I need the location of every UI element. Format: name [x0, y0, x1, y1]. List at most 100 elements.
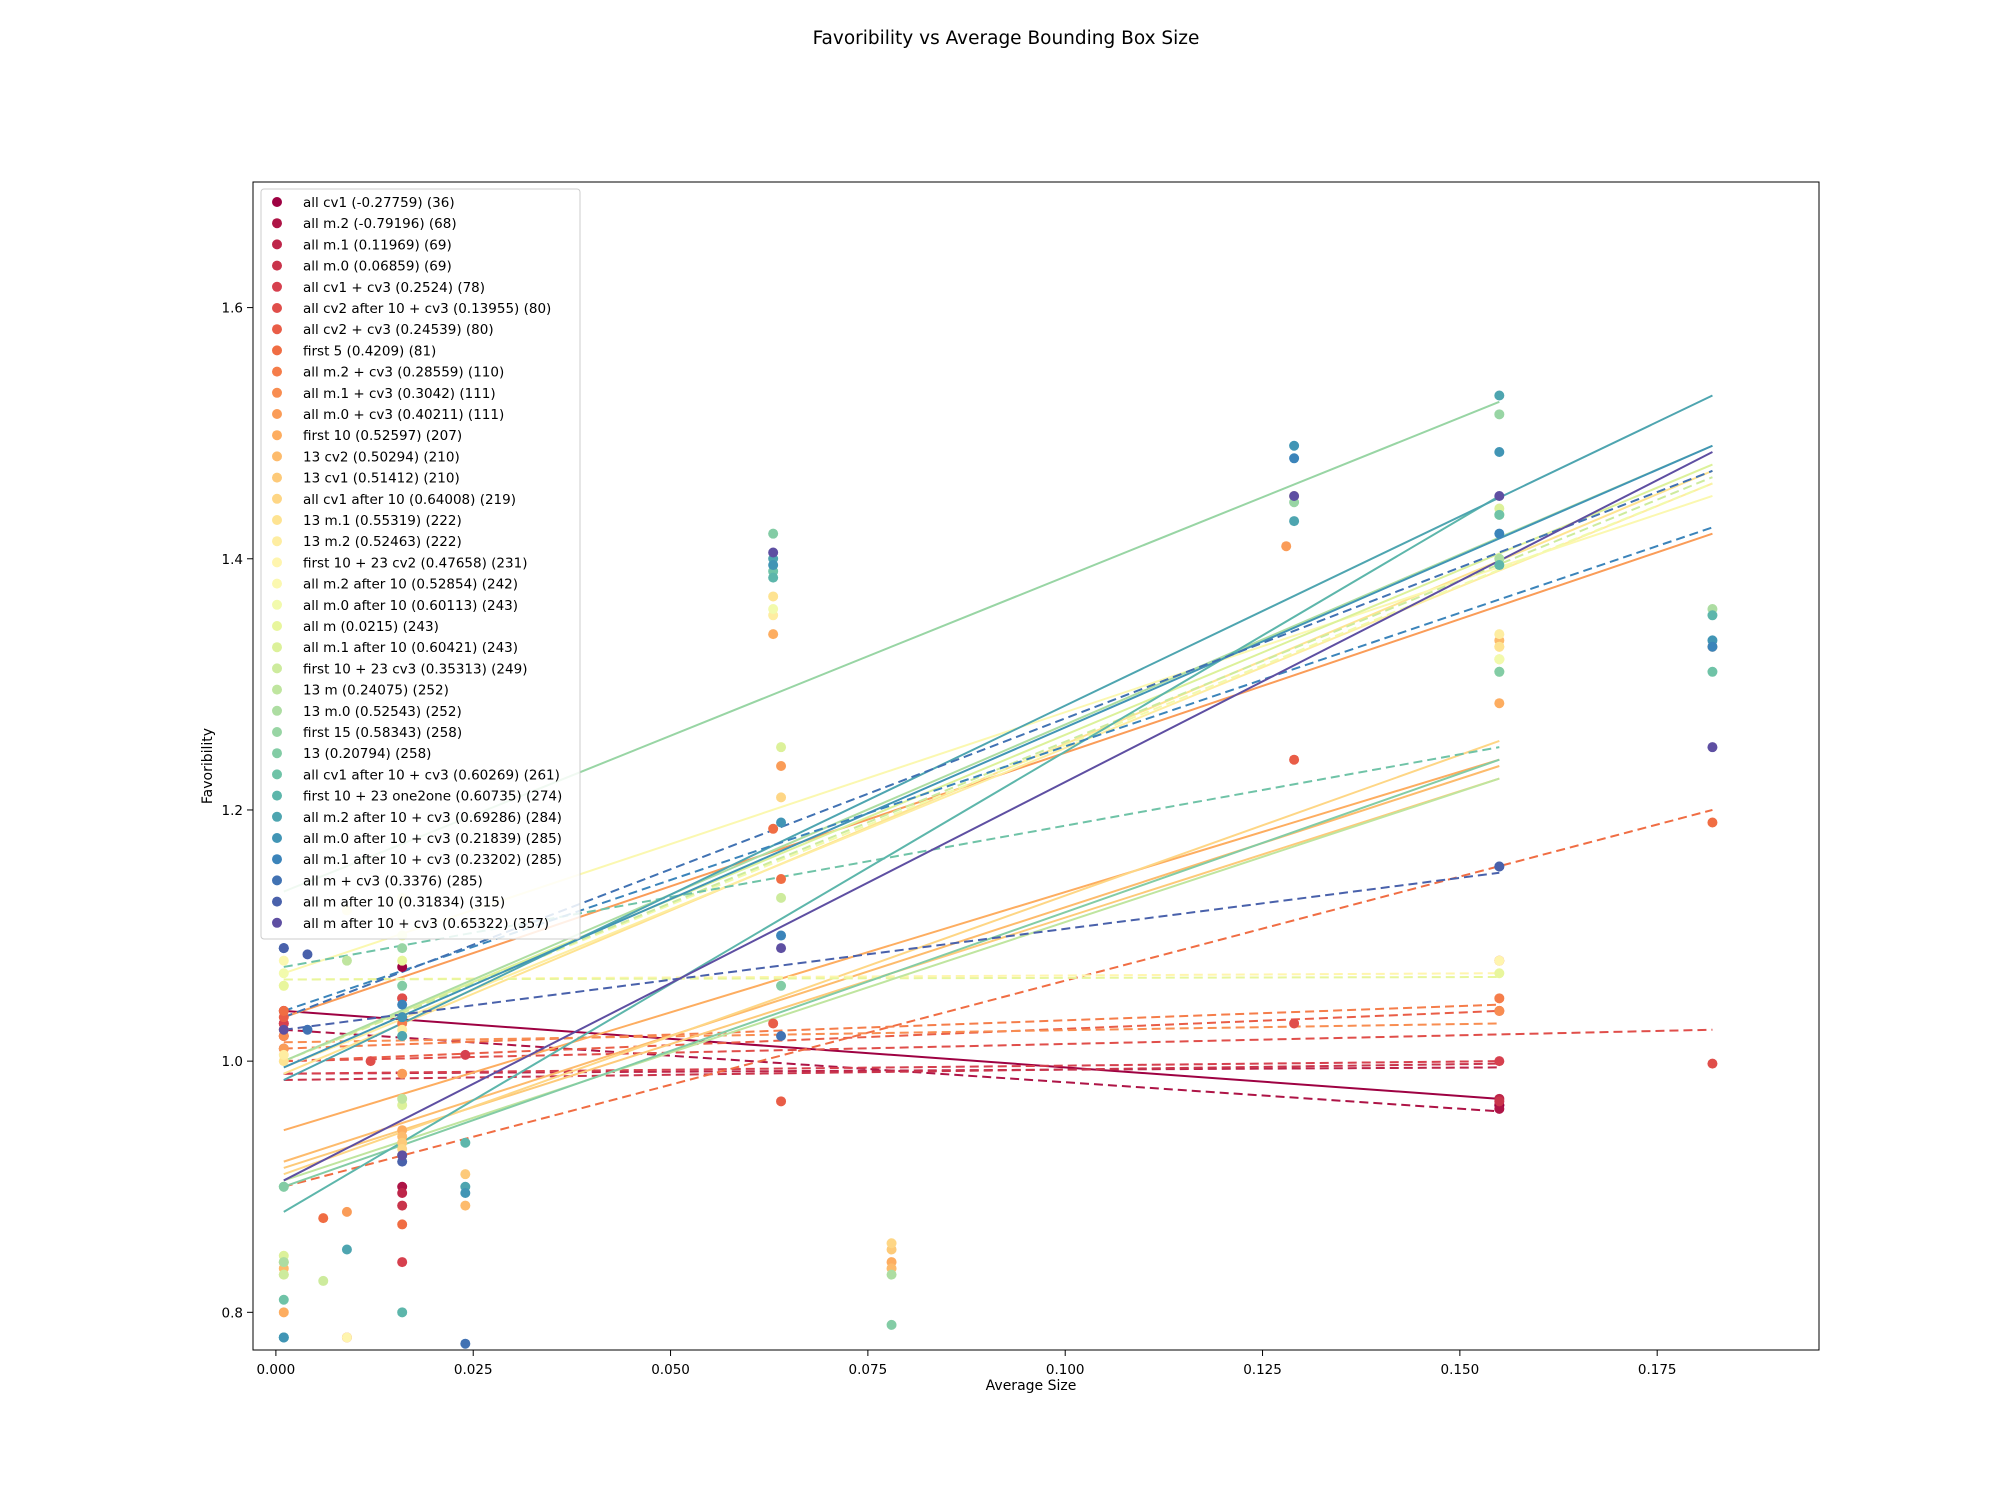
y-tick-label: 1.6: [222, 301, 243, 317]
legend-entry-label: all cv2 after 10 + cv3 (0.13955) (80): [303, 301, 551, 317]
scatter-point: [341, 1206, 352, 1217]
legend-marker: [272, 239, 282, 250]
scatter-point: [1707, 610, 1718, 621]
y-tick-label: 1.4: [222, 552, 243, 568]
fit-line-series-29: [283, 394, 1713, 1081]
fit-line-series-16: [283, 482, 1713, 1069]
legend-entry-label: 13 m (0.24075) (252): [303, 683, 449, 699]
legend-entry-label: 13 cv2 (0.50294) (210): [303, 449, 460, 465]
legend-entry-label: all m.0 after 10 + cv3 (0.21839) (285): [303, 831, 562, 847]
scatter-point: [278, 1005, 289, 1016]
legend-entry-label: all cv1 + cv3 (0.2524) (78): [303, 280, 485, 296]
legend-entry-label: first 10 (0.52597) (207): [303, 428, 462, 444]
scatter-point: [776, 761, 787, 771]
fit-line-series-27: [283, 746, 1500, 968]
fit-line-series-0: [283, 1009, 1500, 1100]
scatter-point: [397, 943, 408, 954]
scatter-point: [397, 1307, 408, 1318]
legend-marker: [272, 345, 282, 356]
legend-entry-label: all m.1 (0.11969) (69): [303, 237, 452, 253]
scatter-point: [776, 874, 787, 885]
legend-entry-label: all m after 10 (0.31834) (315): [303, 895, 505, 911]
scatter-point: [1494, 409, 1505, 420]
legend-marker: [272, 621, 282, 631]
legend-marker: [272, 536, 282, 547]
scatter-point: [397, 999, 408, 1010]
legend-marker: [272, 896, 282, 907]
legend-entry-label: first 10 + 23 cv2 (0.47658) (231): [303, 555, 527, 571]
legend-entry-label: 13 m.1 (0.55319) (222): [303, 513, 462, 529]
legend-marker: [272, 684, 282, 695]
scatter-point: [768, 629, 779, 640]
scatter-point: [1494, 1103, 1505, 1114]
legend-entry-label: all m.2 after 10 + cv3 (0.69286) (284): [303, 810, 562, 826]
legend-marker: [272, 875, 282, 886]
scatter-point: [278, 1307, 289, 1318]
y-tick-label: 1.0: [222, 1054, 243, 1070]
scatter-point: [768, 604, 779, 615]
scatter-point: [278, 1181, 289, 1192]
scatter-point: [397, 1031, 408, 1042]
scatter-point: [1289, 453, 1300, 464]
legend-marker: [272, 663, 282, 674]
scatter-point: [278, 1049, 289, 1060]
legend-marker: [272, 409, 282, 419]
fit-line-series-34: [283, 451, 1713, 1182]
legend-entry-label: all m after 10 + cv3 (0.65322) (357): [303, 916, 549, 932]
scatter-point: [776, 930, 787, 941]
scatter-point: [1494, 654, 1505, 665]
scatter-point: [460, 1049, 471, 1060]
fit-line-series-8: [283, 1003, 1500, 1050]
scatter-point: [397, 980, 408, 991]
scatter-point: [278, 1269, 289, 1280]
scatter-point: [768, 823, 779, 834]
scatter-point: [768, 591, 779, 602]
scatter-point: [397, 1188, 408, 1199]
scatter-point: [1494, 447, 1505, 458]
legend-entry-label: all m.1 after 10 + cv3 (0.23202) (285): [303, 852, 562, 868]
scatter-point: [1281, 541, 1292, 552]
legend: all cv1 (-0.27759) (36) all m.2 (-0.79196…: [260, 188, 581, 940]
legend-entry-label: first 15 (0.58343) (258): [303, 725, 462, 741]
scatter-point: [1494, 560, 1505, 571]
legend-marker: [272, 642, 282, 653]
scatter-point: [341, 955, 352, 966]
scatter-point: [1707, 817, 1718, 828]
legend-marker: [272, 748, 282, 759]
legend-entry-label: all m.2 (-0.79196) (68): [303, 216, 457, 232]
scatter-point: [768, 528, 779, 539]
scatter-point: [1289, 754, 1300, 765]
x-axis-label: Average Size: [986, 1378, 1077, 1394]
x-tick-label: 0.050: [651, 1362, 690, 1378]
legend-marker: [272, 493, 282, 504]
scatter-point: [776, 892, 787, 903]
scatter-point: [776, 742, 787, 753]
fit-line-series-11: [283, 758, 1500, 1132]
scatter-point: [1494, 629, 1505, 640]
x-tick-label: 0.125: [1243, 1362, 1282, 1378]
scatter-point: [278, 1257, 289, 1268]
legend-marker: [272, 811, 282, 822]
scatter-point: [1494, 666, 1505, 677]
scatter-point: [460, 1188, 471, 1199]
legend-box: [260, 188, 581, 940]
scatter-point: [1494, 1096, 1505, 1107]
legend-marker: [272, 303, 282, 313]
scatter-point: [1494, 528, 1505, 539]
scatter-point: [1289, 1018, 1300, 1029]
scatter-point: [1707, 641, 1718, 652]
legend-entry-label: all m.2 after 10 (0.52854) (242): [303, 577, 518, 593]
fit-line-series-14: [283, 739, 1500, 1176]
legend-marker: [272, 197, 282, 207]
fit-line-series-30: [283, 444, 1713, 1069]
scatter-point: [768, 560, 779, 571]
legend-entry-label: all cv1 after 10 + cv3 (0.60269) (261): [303, 767, 560, 783]
fit-line-series-33: [283, 871, 1500, 1031]
legend-entry-label: 13 (0.20794) (258): [303, 746, 431, 762]
legend-marker: [272, 769, 282, 780]
scatter-point: [278, 943, 289, 954]
legend-marker: [272, 790, 282, 801]
scatter-point: [768, 1018, 779, 1029]
legend-marker: [272, 451, 282, 462]
legend-marker: [272, 578, 282, 589]
